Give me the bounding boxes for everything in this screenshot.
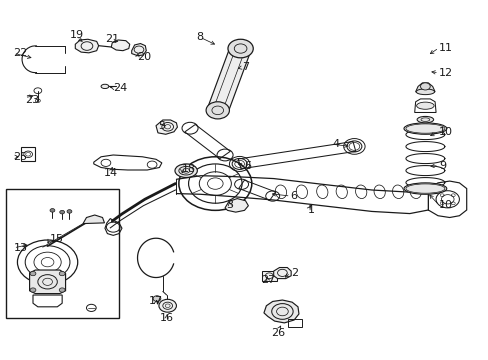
Text: 5: 5 [158,121,165,131]
Polygon shape [75,39,99,53]
Text: 4: 4 [331,139,339,149]
Text: 6: 6 [244,161,251,171]
Text: 21: 21 [105,34,119,44]
Circle shape [50,208,55,212]
Bar [261,271,277,281]
Circle shape [30,271,36,276]
Text: 17: 17 [149,296,163,306]
Circle shape [67,210,72,213]
Ellipse shape [420,83,429,90]
Ellipse shape [416,102,433,109]
Text: 3: 3 [226,200,233,210]
Circle shape [59,288,65,292]
Polygon shape [30,270,65,294]
Text: 15: 15 [50,234,64,244]
Circle shape [205,102,229,119]
Circle shape [59,271,65,276]
Text: 6: 6 [290,191,297,201]
Polygon shape [131,44,146,56]
Bar [6,189,119,318]
Ellipse shape [101,84,109,89]
Text: 10: 10 [438,200,452,210]
Text: 10: 10 [438,127,452,137]
Polygon shape [224,199,248,212]
Text: 12: 12 [438,68,452,78]
Ellipse shape [403,123,446,134]
Text: 20: 20 [137,52,151,62]
Text: 24: 24 [113,83,127,93]
Ellipse shape [415,89,434,95]
Text: 16: 16 [160,312,173,323]
Text: 2: 2 [290,268,297,278]
Text: 25: 25 [14,152,28,162]
Text: 19: 19 [70,30,83,40]
Text: 11: 11 [438,43,452,53]
Circle shape [227,39,253,58]
Circle shape [159,299,176,312]
Polygon shape [264,300,298,323]
Ellipse shape [403,183,446,194]
Circle shape [153,296,161,301]
Text: 18: 18 [182,164,196,174]
Text: 22: 22 [14,48,28,58]
Ellipse shape [175,164,197,177]
Text: 27: 27 [260,275,274,285]
Circle shape [30,288,36,292]
Text: 1: 1 [307,205,314,215]
Text: 9: 9 [438,161,445,171]
Polygon shape [415,83,434,92]
Polygon shape [273,267,290,279]
Text: 7: 7 [242,63,249,72]
Polygon shape [207,46,250,112]
Text: 8: 8 [196,32,203,42]
Circle shape [60,210,64,214]
Polygon shape [156,120,177,134]
Bar [21,147,35,161]
Bar [287,319,301,327]
Text: 23: 23 [25,95,39,105]
Ellipse shape [416,116,433,123]
Polygon shape [111,40,129,51]
Text: 26: 26 [271,328,285,338]
Text: 14: 14 [103,168,118,178]
Polygon shape [83,215,104,224]
Text: 13: 13 [14,243,27,253]
